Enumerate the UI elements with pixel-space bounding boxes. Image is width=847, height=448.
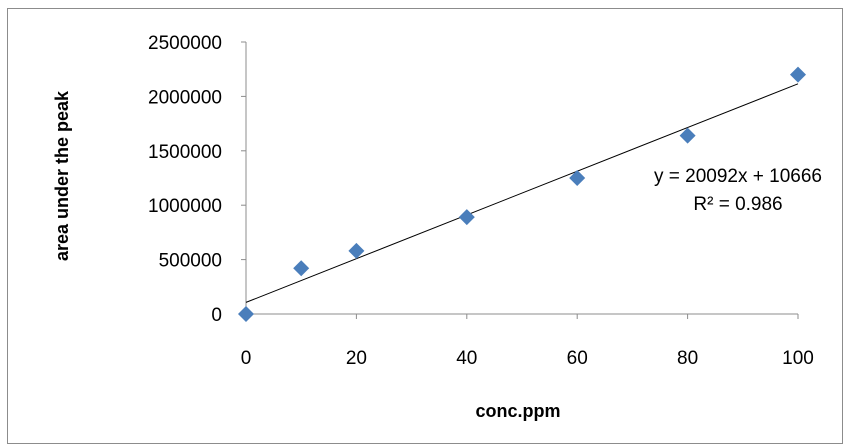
axes [245, 42, 798, 315]
data-point [790, 66, 806, 83]
trendline [245, 83, 799, 303]
data-point [348, 242, 365, 259]
x-tick-label: 80 [677, 348, 698, 369]
y-tick-label: 500000 [159, 251, 222, 272]
data-point [569, 170, 586, 186]
y-tick-label: 1000000 [148, 196, 222, 217]
trendline-equation: y = 20092x + 10666 [654, 166, 822, 187]
x-tick-label: 100 [782, 348, 814, 369]
data-point [458, 209, 475, 226]
r-squared-label: R² = 0.986 [693, 194, 782, 215]
data-point [679, 127, 696, 144]
x-axis-ticks: 0 20 40 60 80 100 [241, 314, 814, 369]
y-tick-label: 0 [211, 305, 222, 326]
x-tick-label: 40 [456, 348, 477, 369]
y-tick-label: 2500000 [148, 33, 222, 54]
y-axis-title: area under the peak [52, 90, 72, 261]
trendline-line [245, 83, 799, 303]
chart-frame [7, 8, 843, 444]
x-tick-label: 20 [346, 348, 367, 369]
x-tick-label: 0 [241, 348, 252, 369]
data-point [293, 260, 310, 277]
data-point [238, 306, 254, 322]
y-tick-label: 1500000 [148, 142, 222, 163]
y-tick-label: 2000000 [148, 87, 222, 108]
x-tick-label: 60 [567, 348, 588, 369]
x-axis-title: conc.ppm [475, 401, 560, 421]
y-axis-ticks: 0 500000 1000000 1500000 2000000 2500000 [148, 33, 246, 326]
data-points [238, 66, 806, 322]
